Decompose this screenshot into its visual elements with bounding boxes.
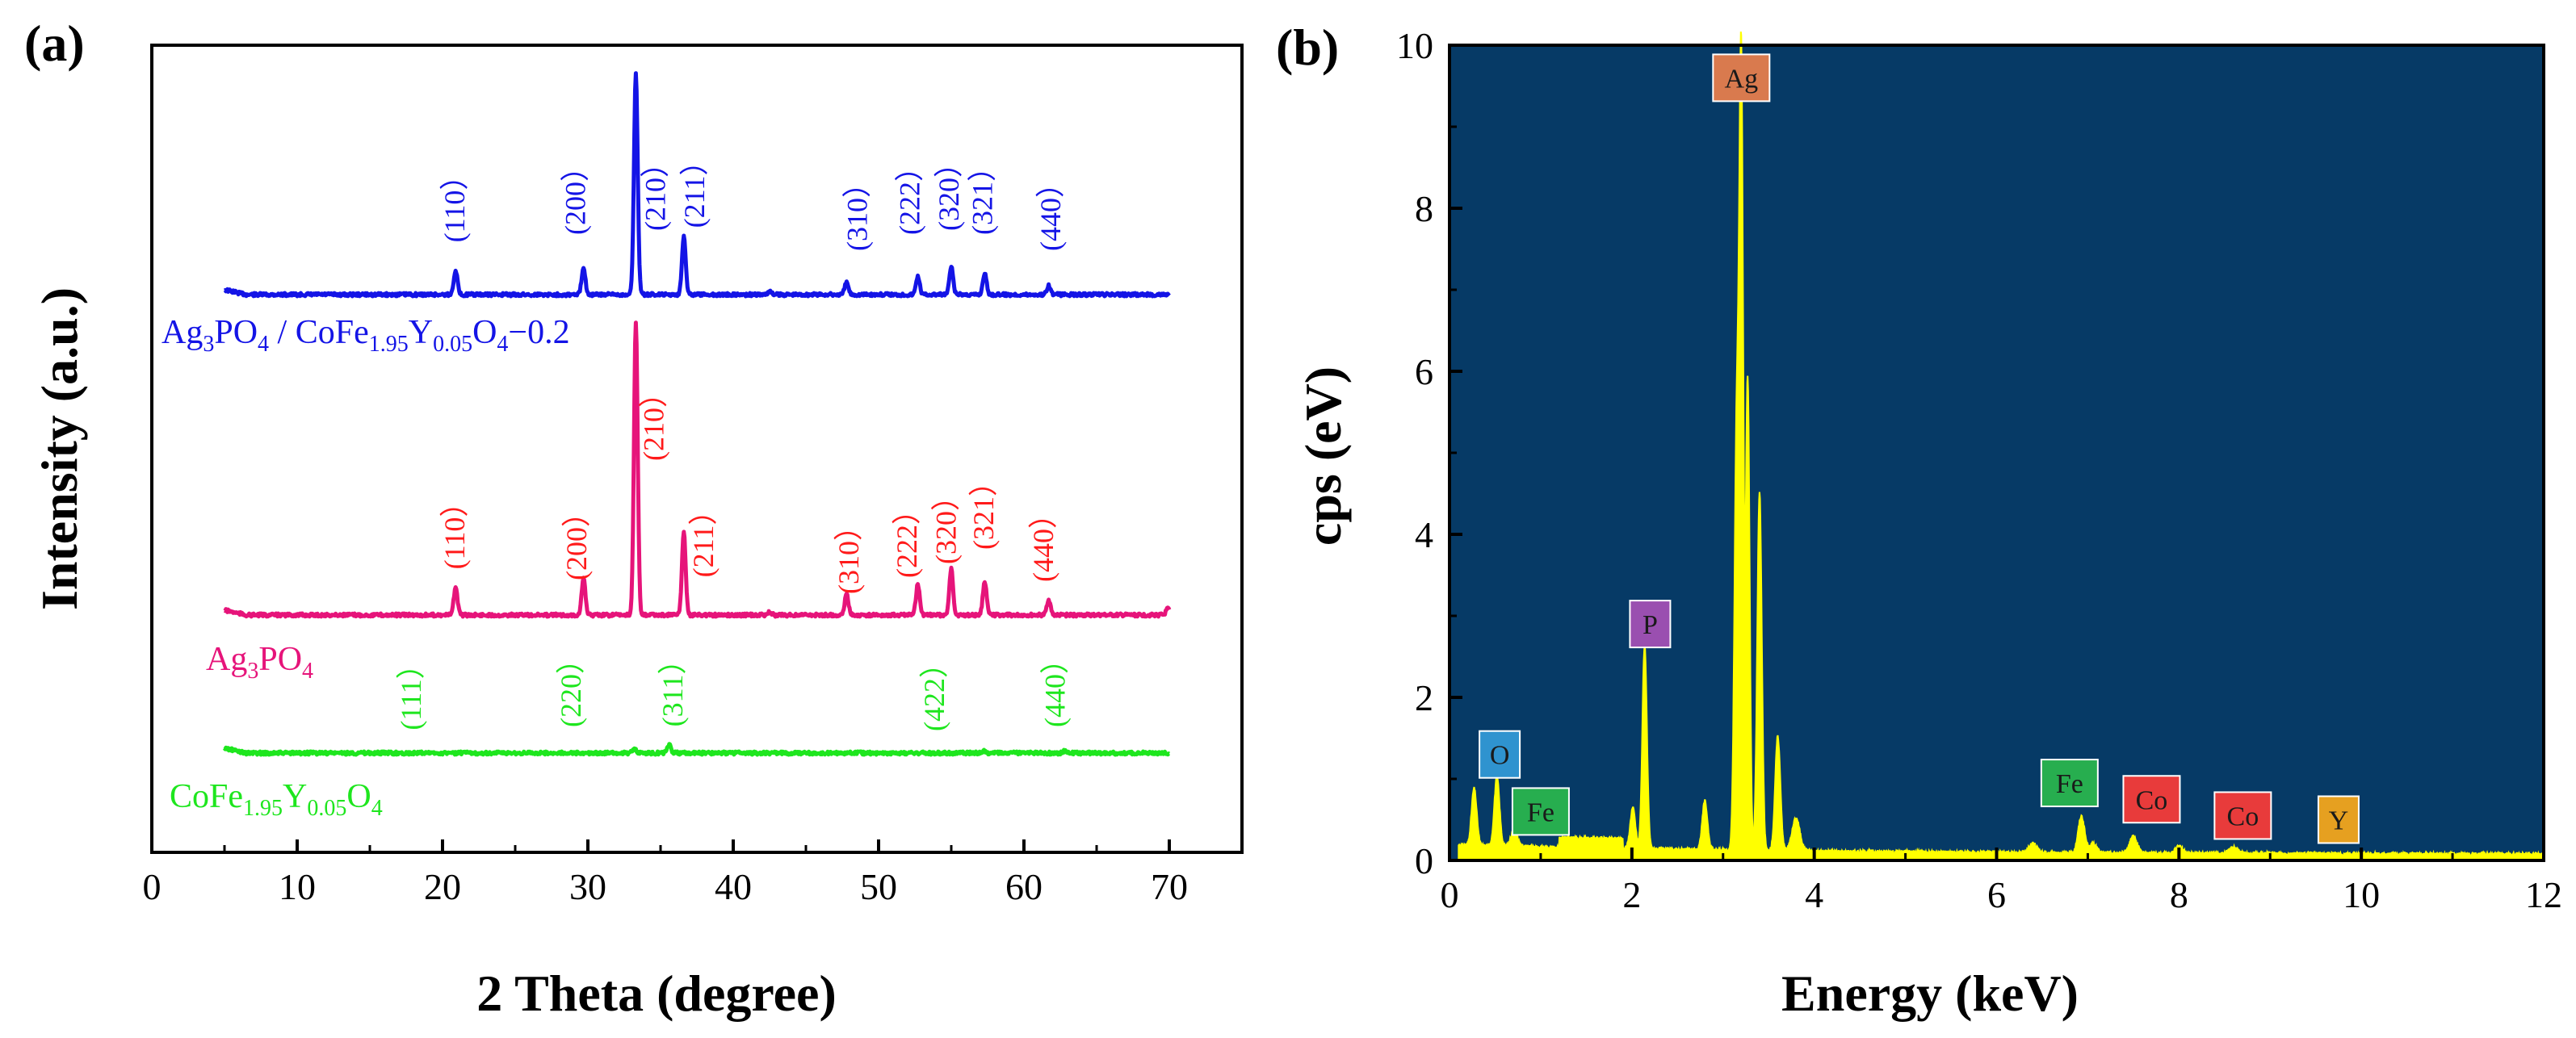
y-tick-label: 8 (1415, 188, 1433, 229)
element-label-text: Ag (1725, 64, 1759, 94)
series-label: Ag3PO4 / CoFe1.95Y0.05O4−0.2 (162, 314, 570, 357)
x-tick-label: 40 (715, 866, 752, 907)
element-label: Ag (1712, 53, 1771, 103)
element-label-box (1712, 53, 1771, 103)
peak-annotation: (310） (841, 169, 874, 251)
element-label: Fe (2040, 759, 2099, 808)
eds-y-axis-title: cps (eV) (1294, 366, 1352, 546)
x-tick-label: 8 (2170, 874, 2188, 915)
y-tick-label: 0 (1415, 840, 1433, 881)
element-label-text: Co (2227, 802, 2259, 831)
eds-x-axis-title: Energy (keV) (1781, 965, 2079, 1022)
x-tick-label: 4 (1805, 874, 1823, 915)
series-label: Ag3PO4 (206, 641, 313, 684)
x-tick-label: 70 (1151, 866, 1188, 907)
xrd-x-axis-title: 2 Theta (degree) (476, 965, 837, 1022)
element-label-text: Fe (2056, 769, 2083, 799)
xrd-series-line (222, 742, 1171, 757)
peak-annotation: (321） (967, 467, 1000, 550)
eds-spectrum (1458, 31, 2545, 861)
x-tick-label: 20 (424, 866, 461, 907)
peak-annotation: (440） (1027, 500, 1059, 582)
peak-annotation: (222） (893, 153, 925, 235)
element-label-text: Co (2136, 785, 2168, 815)
element-label: Y (2317, 795, 2360, 844)
eds-chart: (b) Ag P O Fe Fe Co Co Y 0 2 4 6 8 10 12 0 2 4 6 8 10 Ener… (1276, 19, 2562, 1022)
panel-a-label: (a) (24, 15, 85, 72)
x-tick-label: 12 (2525, 874, 2562, 915)
x-tick-label: 30 (569, 866, 606, 907)
xrd-plot-frame (150, 44, 1244, 854)
x-tick-label: 60 (1005, 866, 1043, 907)
xrd-curves (222, 71, 1172, 757)
element-label-box (1479, 730, 1521, 779)
y-tick-label: 6 (1415, 351, 1433, 392)
peak-annotation: (210） (639, 149, 671, 231)
xrd-peak-annotations: (110） (200） (210） (211） (310） (222） (320） (321）… (395, 147, 1071, 731)
y-tick-label: 2 (1415, 677, 1433, 718)
element-label-box (2122, 775, 2181, 824)
series-label: CoFe1.95Y0.05O4 (170, 778, 383, 821)
element-label-box (2040, 759, 2099, 808)
element-label-text: Y (2329, 806, 2349, 836)
y-tick-label: 4 (1415, 514, 1433, 555)
peak-annotation: (320） (929, 482, 962, 564)
x-tick-label: 2 (1622, 874, 1641, 915)
eds-x-ticks: 0 2 4 6 8 10 12 (1441, 848, 2562, 915)
peak-annotation: (211） (687, 496, 720, 578)
element-label-box (2317, 795, 2360, 844)
peak-annotation: (200） (560, 498, 593, 580)
peak-annotation: (110） (438, 161, 471, 243)
element-label-text: Fe (1527, 797, 1554, 827)
panel-b-label: (b) (1276, 19, 1339, 76)
element-label-box (2213, 791, 2272, 840)
peak-annotation: (422） (918, 649, 950, 731)
peak-annotation: (210） (638, 379, 670, 461)
xrd-series-line (223, 320, 1172, 619)
eds-plot-background (1450, 45, 2544, 860)
xrd-y-axis-title: Intensity (a.u.) (31, 287, 88, 610)
peak-annotation: (440） (1034, 169, 1067, 251)
peak-annotation: (211） (678, 147, 711, 228)
peak-annotation: (220） (555, 645, 587, 727)
peak-annotation: (222） (891, 496, 923, 578)
x-tick-label: 10 (2343, 874, 2380, 915)
x-tick-label: 0 (1441, 874, 1459, 915)
element-label-text: P (1643, 610, 1658, 640)
element-label-box (1629, 600, 1672, 649)
peak-annotation: (111） (395, 650, 427, 730)
xrd-x-ticks: 0 10 20 30 40 50 60 70 (143, 839, 1188, 907)
element-label: Fe (1511, 787, 1570, 836)
element-label: O (1479, 730, 1521, 779)
element-label: Co (2122, 775, 2181, 824)
peak-annotation: (320） (933, 149, 965, 231)
peak-annotation: (321） (966, 153, 998, 235)
element-label: Co (2213, 791, 2272, 840)
element-label-text: O (1490, 741, 1510, 771)
xrd-chart: (a) (110） (200） (210） (211） (310） (222） (320）(… (24, 15, 1244, 1022)
x-tick-label: 0 (143, 866, 162, 907)
peak-annotation: (110） (438, 488, 471, 570)
y-tick-label: 10 (1396, 25, 1433, 66)
x-tick-label: 6 (1987, 874, 2006, 915)
eds-spectrum-area (1458, 31, 2545, 861)
xrd-series-line (223, 71, 1171, 299)
eds-element-labels: Ag P O Fe Fe Co Co Y (1479, 53, 2360, 844)
element-label: P (1629, 600, 1672, 649)
peak-annotation: (310） (833, 512, 865, 594)
peak-annotation: (311） (657, 646, 689, 727)
x-tick-label: 50 (860, 866, 897, 907)
x-tick-label: 10 (279, 866, 316, 907)
element-label-box (1511, 787, 1570, 836)
eds-y-ticks: 0 2 4 6 8 10 (1396, 25, 1462, 881)
peak-annotation: (440） (1038, 645, 1071, 727)
peak-annotation: (200） (559, 153, 591, 235)
xrd-series-labels: Ag3PO4 / CoFe1.95Y0.05O4−0.2 Ag3PO4 CoFe1.… (162, 314, 570, 821)
